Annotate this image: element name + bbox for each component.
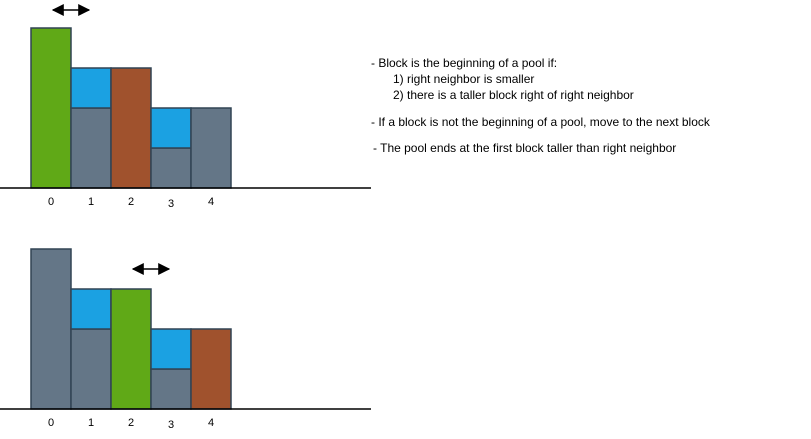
condition-1: 1) right neighbor is smaller	[393, 72, 535, 86]
block-3	[150, 147, 192, 189]
block-0	[30, 27, 72, 189]
block-index-label: 0	[48, 417, 54, 429]
pool-end-rule: - The pool ends at the first block talle…	[373, 141, 677, 155]
block-index-label: 4	[208, 417, 214, 429]
block-index-label: 3	[168, 419, 174, 431]
block-index-label: 4	[208, 196, 214, 208]
pool-start-rule-heading: - Block is the beginning of a pool if:	[371, 56, 558, 70]
water-1	[70, 67, 112, 109]
block-index-label: 3	[168, 198, 174, 210]
water-3	[150, 107, 192, 149]
block-index-label: 2	[128, 196, 134, 208]
water-1	[70, 288, 112, 330]
top-panel: 0 1 2 3 4	[0, 3, 371, 210]
condition-2: 2) there is a taller block right of righ…	[393, 88, 634, 102]
block-2	[110, 67, 152, 189]
rules-text: - Block is the beginning of a pool if: 1…	[371, 55, 811, 156]
water-3	[150, 328, 192, 370]
block-index-label: 1	[88, 196, 94, 208]
block-1	[70, 107, 112, 189]
block-4	[190, 107, 232, 189]
block-index-label: 0	[48, 196, 54, 208]
block-1	[70, 328, 112, 410]
block-index-label: 1	[88, 417, 94, 429]
block-0	[30, 248, 72, 410]
bottom-panel: 0 1 2 3 4	[0, 248, 371, 431]
block-index-label: 2	[128, 417, 134, 429]
next-block-rule: - If a block is not the beginning of a p…	[371, 115, 710, 129]
block-4	[190, 328, 232, 410]
block-2	[110, 288, 152, 410]
block-3	[150, 368, 192, 410]
